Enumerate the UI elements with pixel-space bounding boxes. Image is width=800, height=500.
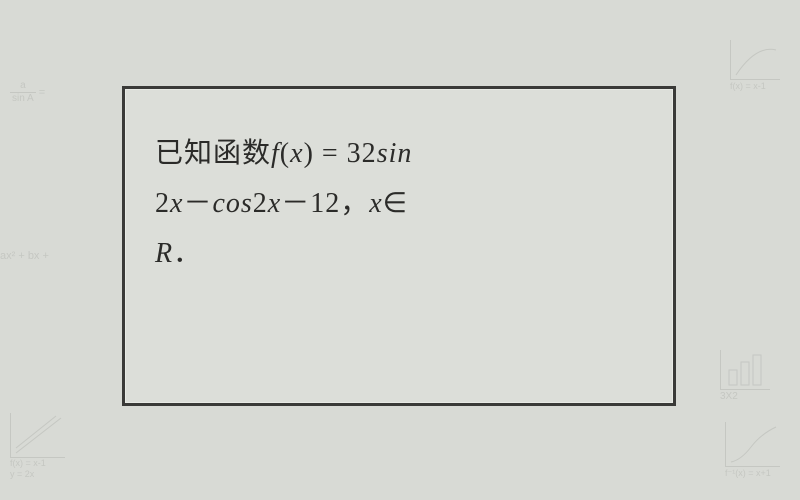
formula-text: f(x) = x-1 xyxy=(730,81,766,91)
bg-formula-bottomright: f⁻¹(x) = x+1 xyxy=(725,422,780,480)
var-x: x xyxy=(290,138,303,169)
fn-sin: sin xyxy=(377,138,413,169)
text-eq: ) = 32 xyxy=(304,138,377,169)
eq-sign: = xyxy=(39,86,45,98)
formula-text: ax² + bx + xyxy=(0,250,49,262)
var-x: x xyxy=(170,188,183,219)
coef-2b: 2 xyxy=(253,188,268,219)
frac-den: sin A xyxy=(10,93,36,105)
var-f: f xyxy=(271,138,280,169)
fn-cos: cos xyxy=(212,188,252,219)
problem-line-2: 2x－cos2x－12，x∈ xyxy=(155,181,408,221)
minus-1: － xyxy=(183,188,212,219)
paren-open: ( xyxy=(280,138,290,169)
text-cjk: 已知函数 xyxy=(155,138,271,169)
formula-text-2: y = 2x xyxy=(10,469,34,479)
set-R: R xyxy=(155,238,173,269)
var-x-3: x xyxy=(369,188,382,219)
label-text: 3X2 xyxy=(720,391,738,402)
bg-formula-right-upper: 3X2 xyxy=(720,350,770,403)
bg-formula-bottomleft: f(x) = x-1 y = 2x xyxy=(10,413,65,480)
bg-formula-topleft: a sin A = xyxy=(10,80,45,105)
frac-num: a xyxy=(10,80,36,93)
problem-line-1: 已知函数f(x) = 32sin xyxy=(155,131,412,171)
bg-formula-topright: f(x) = x-1 xyxy=(730,40,780,93)
in-symbol: ∈ xyxy=(383,188,408,219)
period: ． xyxy=(173,238,202,269)
problem-line-3: R． xyxy=(155,231,202,271)
minus-12: －12， xyxy=(281,188,369,219)
formula-text: f⁻¹(x) = x+1 xyxy=(725,468,771,478)
bg-formula-midleft: ax² + bx + xyxy=(0,250,49,263)
chalkboard-frame: 已知函数f(x) = 32sin 2x－cos2x－12，x∈ R． xyxy=(122,86,676,406)
var-x-2: x xyxy=(268,188,281,219)
coef-2: 2 xyxy=(155,188,170,219)
formula-text-1: f(x) = x-1 xyxy=(10,458,46,468)
